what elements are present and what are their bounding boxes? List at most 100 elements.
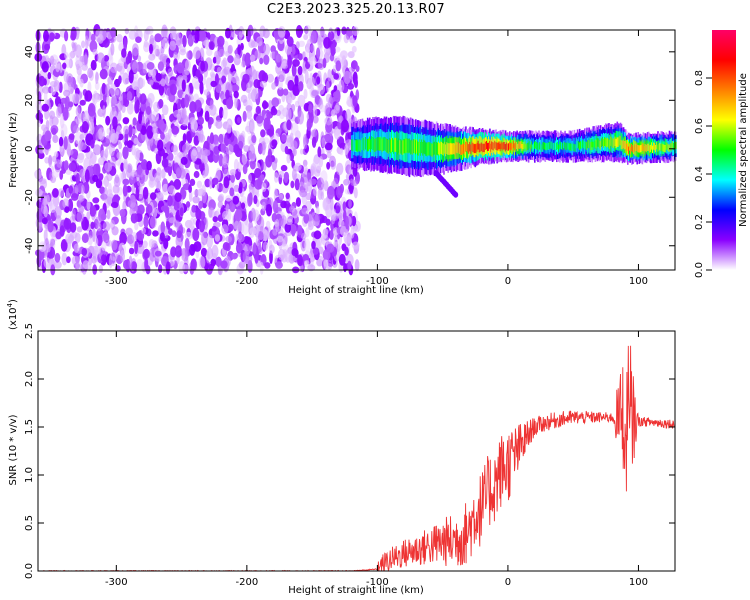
spectrogram-signal-cell (434, 143, 437, 156)
spectrogram-cell (290, 180, 295, 189)
spectrogram-cell (355, 65, 360, 72)
spectrogram-cell (101, 192, 106, 202)
spectrogram-cell (105, 83, 111, 98)
spectrogram-cell (198, 256, 206, 269)
spectrogram-signal-cell (406, 138, 409, 153)
spectrogram-signal-cell (565, 143, 567, 151)
spectrogram-cell (48, 110, 56, 120)
spectrogram-signal-cell (484, 141, 487, 150)
spectrogram-cell (68, 185, 74, 194)
spectrogram-signal-cell (392, 138, 394, 153)
spectrogram-signal-cell (572, 143, 575, 151)
snr-y-label: SNR (10 * v/v) (8, 414, 19, 485)
spectrogram-signal-cell (641, 143, 644, 151)
spectrogram-signal-cell (383, 136, 386, 151)
spectrogram-signal-cell (573, 144, 576, 152)
spectrogram-cell (64, 30, 69, 42)
spectrogram-cell (236, 233, 245, 243)
spectrogram-signal-cell (382, 137, 385, 151)
spectrogram-cell (329, 229, 334, 240)
spectrogram-signal-cell (610, 136, 612, 146)
spectrogram-cell (175, 32, 182, 47)
spectrogram-cell (352, 95, 358, 107)
spectrogram-cell (84, 90, 93, 102)
spectrogram-cell (173, 109, 181, 118)
spectrogram-signal-cell (628, 146, 630, 154)
spectrogram-signal-cell (651, 142, 653, 150)
spectrogram-cell (94, 237, 99, 247)
spectrogram-cell (106, 209, 111, 220)
spectrogram-cell (177, 75, 184, 84)
spectrogram-cell (277, 87, 284, 97)
spectrogram-cell (326, 161, 331, 170)
spectrogram-cell (176, 230, 182, 239)
spectrogram-signal-cell (495, 142, 497, 150)
spectrogram-cell (347, 51, 355, 59)
spectrogram-cell (136, 87, 141, 98)
spectrogram-cell (116, 110, 122, 122)
x-tick-label: -100 (366, 577, 389, 588)
spectrogram-cell (261, 182, 267, 192)
spectrogram-signal-cell (658, 143, 660, 152)
spectrogram-cell (241, 152, 248, 165)
spectrogram-signal-cell (459, 144, 462, 156)
spectrogram-cell (343, 70, 351, 85)
spectrogram-signal-cell (397, 140, 399, 155)
spectrogram-signal-cell (431, 143, 434, 157)
spectrogram-cell (263, 117, 271, 131)
spectrogram-cell (121, 48, 127, 58)
spectrogram-cell (284, 223, 292, 233)
spectrogram-cell (265, 204, 273, 217)
spectrogram-signal-cell (468, 144, 470, 154)
spectrogram-cell (131, 43, 139, 57)
spectrogram-signal-cell (627, 143, 629, 151)
spectrogram-signal-cell (424, 140, 426, 155)
spectrogram-cell (295, 25, 303, 38)
spectrogram-cell (190, 118, 198, 133)
spectrogram-signal-cell (506, 143, 509, 151)
spectrogram-cell (35, 188, 43, 197)
spectrogram-cell (41, 61, 49, 73)
spectrogram-cell (110, 201, 119, 208)
spectrogram-cell (324, 46, 331, 55)
spectrogram-signal-cell (661, 143, 663, 151)
spectrogram-cell (90, 221, 95, 230)
spectrogram-cell (309, 56, 317, 67)
spectrogram-cell (305, 41, 311, 53)
spectrogram-cell (95, 71, 99, 85)
spectrogram-cell (217, 214, 223, 222)
spectrogram-signal-cell (640, 144, 643, 153)
spectrogram-cell (318, 246, 324, 255)
spectrogram-signal-cell (451, 143, 454, 155)
chart-title: C2E3.2023.325.20.13.R07 (267, 2, 445, 17)
spectrogram-signal-cell (569, 142, 572, 151)
spectrogram-cell (242, 73, 250, 83)
spectrogram-cell (94, 81, 100, 91)
spectrogram-signal-cell (624, 141, 627, 150)
spectrogram-cell (52, 188, 59, 198)
y-tick-label: 0 (24, 146, 35, 152)
spectrogram-cell (107, 76, 114, 85)
spectrogram-signal-cell (373, 137, 375, 151)
spectrogram-cell (220, 260, 228, 269)
spectrogram-cell (218, 153, 224, 167)
x-tick-label: 100 (629, 276, 648, 287)
spectrogram-cell (88, 230, 94, 238)
spectrogram-signal-cell (516, 141, 518, 150)
spectrogram-signal-cell (538, 143, 540, 151)
spectrogram-cell (268, 100, 273, 111)
spectrogram-signal-cell (363, 138, 366, 152)
spectrogram-cell (319, 104, 326, 113)
spectrogram-cell (119, 209, 126, 217)
spectrogram-signal-cell (462, 144, 464, 155)
spectrogram-cell (326, 243, 335, 253)
spectrogram-cell (259, 261, 264, 275)
spectrogram-cell (336, 162, 344, 176)
spectrogram-signal-cell (541, 144, 543, 152)
spectrogram-cell (80, 184, 85, 195)
spectrogram-cell (47, 219, 54, 233)
spectrogram-cell (284, 135, 293, 143)
spectrogram-signal-cell (499, 143, 502, 152)
spectrogram-signal-cell (357, 139, 360, 152)
spectrogram-cell (98, 173, 104, 181)
